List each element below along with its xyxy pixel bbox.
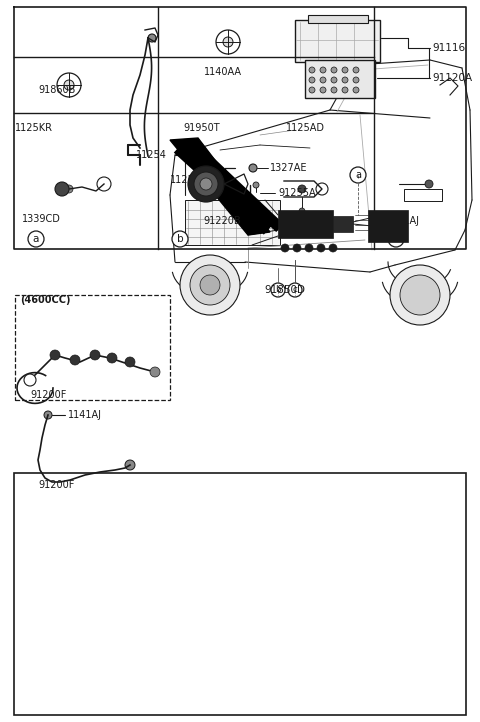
Text: b: b — [177, 234, 183, 244]
Circle shape — [329, 244, 337, 252]
Bar — [295, 20, 380, 62]
Text: 1125AD: 1125AD — [286, 123, 325, 133]
Circle shape — [44, 411, 52, 419]
Circle shape — [320, 77, 326, 83]
Circle shape — [388, 231, 404, 247]
Bar — [15, 295, 170, 400]
Text: c: c — [292, 285, 298, 295]
Text: 91120A: 91120A — [432, 73, 472, 83]
Circle shape — [24, 374, 36, 386]
Circle shape — [299, 208, 305, 214]
Circle shape — [125, 460, 135, 470]
Circle shape — [271, 283, 285, 297]
Bar — [333, 216, 353, 232]
Text: 11254: 11254 — [170, 175, 201, 185]
Circle shape — [195, 168, 205, 178]
Text: 1140AA: 1140AA — [204, 67, 242, 77]
Circle shape — [253, 182, 259, 188]
Circle shape — [342, 67, 348, 73]
Text: (4600CC): (4600CC) — [20, 295, 71, 305]
Bar — [368, 210, 408, 242]
Circle shape — [50, 350, 60, 360]
Polygon shape — [170, 138, 270, 235]
Circle shape — [188, 166, 224, 202]
Circle shape — [353, 87, 359, 93]
Text: a: a — [33, 234, 39, 244]
Circle shape — [148, 34, 156, 42]
Circle shape — [125, 357, 135, 367]
Text: 1141AJ: 1141AJ — [68, 410, 102, 420]
Circle shape — [28, 231, 44, 247]
Bar — [278, 210, 333, 238]
Text: 91200F: 91200F — [38, 480, 74, 490]
Circle shape — [317, 244, 325, 252]
Circle shape — [425, 180, 433, 188]
Bar — [308, 15, 368, 23]
Text: 91950T: 91950T — [183, 123, 220, 133]
Text: 91255A: 91255A — [278, 188, 316, 198]
Circle shape — [390, 265, 450, 325]
Circle shape — [353, 77, 359, 83]
Circle shape — [353, 67, 359, 73]
Text: 1141AJ: 1141AJ — [386, 216, 420, 226]
Text: a: a — [355, 170, 361, 180]
Bar — [305, 60, 375, 98]
Circle shape — [216, 30, 240, 54]
Text: 91200F: 91200F — [30, 390, 66, 400]
Circle shape — [190, 265, 230, 305]
Text: 11254: 11254 — [136, 150, 167, 160]
Bar — [14, 473, 466, 715]
Circle shape — [288, 283, 302, 297]
Circle shape — [309, 67, 315, 73]
Text: 91850D: 91850D — [264, 285, 305, 295]
Circle shape — [350, 167, 366, 183]
Circle shape — [107, 353, 117, 363]
Text: 1339CD: 1339CD — [22, 214, 61, 224]
Circle shape — [281, 244, 289, 252]
Circle shape — [57, 73, 81, 97]
Circle shape — [316, 183, 328, 195]
Circle shape — [331, 87, 337, 93]
Circle shape — [97, 177, 111, 191]
Circle shape — [298, 185, 306, 193]
Text: b: b — [275, 285, 281, 295]
Circle shape — [194, 172, 218, 196]
Bar — [404, 189, 442, 201]
Circle shape — [342, 87, 348, 93]
Text: c: c — [393, 234, 399, 244]
Circle shape — [305, 244, 313, 252]
Text: 91860B: 91860B — [38, 85, 75, 95]
Bar — [185, 200, 280, 245]
Circle shape — [342, 77, 348, 83]
Circle shape — [331, 77, 337, 83]
Circle shape — [90, 350, 100, 360]
Circle shape — [200, 275, 220, 295]
Circle shape — [70, 355, 80, 365]
Text: 1125KR: 1125KR — [15, 123, 53, 133]
Circle shape — [331, 67, 337, 73]
Circle shape — [320, 67, 326, 73]
Circle shape — [400, 275, 440, 315]
Circle shape — [200, 178, 212, 190]
Circle shape — [180, 255, 240, 315]
Text: 91116: 91116 — [432, 43, 465, 53]
Circle shape — [309, 77, 315, 83]
Circle shape — [65, 185, 73, 193]
Text: 1327AE: 1327AE — [270, 163, 308, 173]
Circle shape — [309, 87, 315, 93]
Circle shape — [223, 37, 233, 47]
Circle shape — [293, 244, 301, 252]
Circle shape — [320, 87, 326, 93]
Text: 91220B: 91220B — [203, 216, 240, 226]
Circle shape — [249, 164, 257, 172]
Circle shape — [150, 367, 160, 377]
Circle shape — [172, 231, 188, 247]
Circle shape — [64, 80, 74, 90]
Circle shape — [55, 182, 69, 196]
